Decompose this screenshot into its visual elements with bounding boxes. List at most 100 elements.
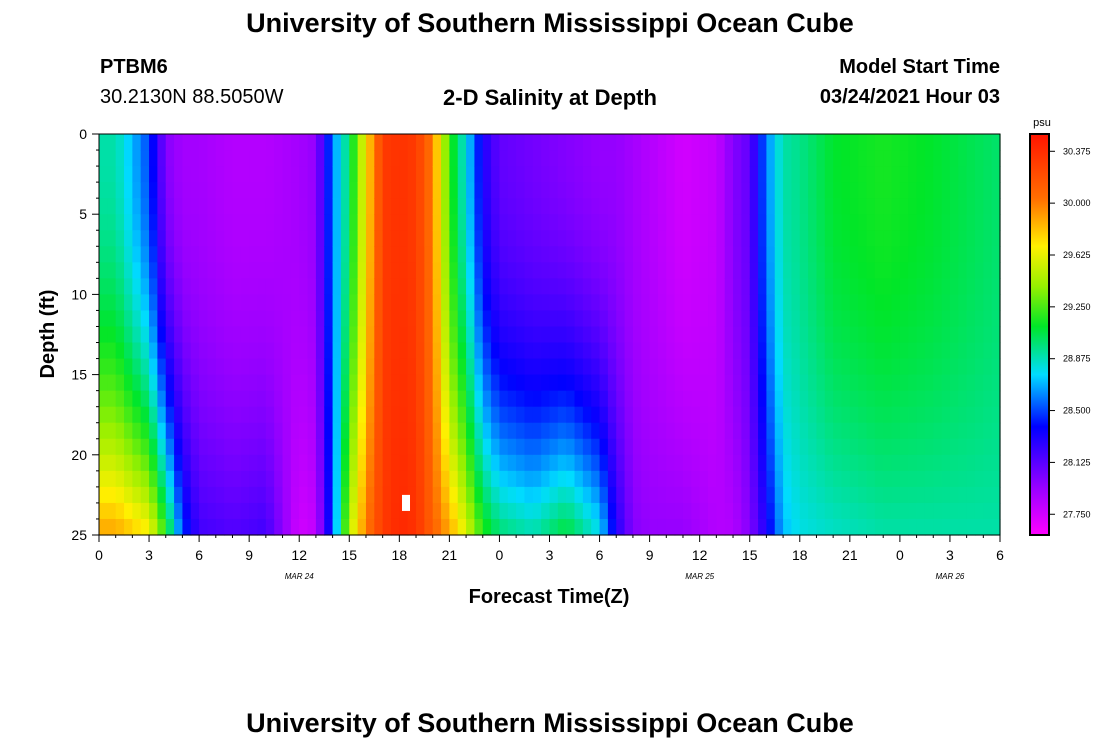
heatmap-cell	[649, 374, 659, 392]
heatmap-cell	[432, 438, 442, 456]
heatmap-cell	[249, 150, 259, 167]
heatmap-cell	[599, 454, 609, 472]
heatmap-cell	[374, 182, 384, 199]
heatmap-cell	[749, 310, 759, 328]
heatmap-cell	[541, 134, 551, 151]
heatmap-cell	[190, 470, 200, 488]
heatmap-cell	[507, 438, 517, 456]
heatmap-cell	[99, 342, 108, 360]
heatmap-cell	[124, 182, 133, 199]
heatmap-cell	[624, 198, 634, 215]
heatmap-cell	[799, 262, 809, 279]
heatmap-cell	[357, 166, 367, 183]
heatmap-cell	[374, 326, 384, 344]
heatmap-cell	[107, 150, 117, 167]
heatmap-cell	[324, 518, 334, 536]
heatmap-cell	[416, 166, 425, 183]
heatmap-cell	[115, 326, 125, 344]
heatmap-cell	[332, 422, 342, 440]
heatmap-cell	[165, 182, 175, 199]
heatmap-cell	[524, 438, 534, 456]
heatmap-cell	[599, 422, 609, 440]
heatmap-cell	[340, 342, 350, 360]
heatmap-cell	[357, 150, 367, 167]
heatmap-cell	[758, 214, 767, 231]
heatmap-cell	[758, 326, 767, 344]
heatmap-cell	[599, 278, 609, 295]
heatmap-cell	[449, 342, 459, 360]
heatmap-cell	[315, 150, 325, 167]
heatmap-cell	[299, 294, 309, 312]
heatmap-cell	[908, 486, 918, 504]
heatmap-cell	[466, 486, 476, 504]
heatmap-cell	[574, 438, 584, 456]
heatmap-cell	[474, 198, 484, 215]
heatmap-cell	[874, 390, 884, 408]
heatmap-cell	[991, 262, 1001, 279]
heatmap-cell	[249, 438, 259, 456]
model-start-time: 03/24/2021 Hour 03	[819, 86, 1000, 108]
heatmap-cell	[115, 246, 125, 263]
heatmap-cell	[532, 166, 542, 183]
heatmap-cell	[641, 310, 651, 328]
heatmap-cell	[524, 342, 534, 360]
heatmap-cell	[899, 438, 909, 456]
heatmap-cell	[132, 518, 142, 536]
heatmap-cell	[749, 390, 759, 408]
heatmap-cell	[933, 134, 943, 151]
heatmap-cell	[482, 294, 492, 312]
heatmap-cell	[215, 294, 225, 312]
heatmap-cell	[199, 230, 209, 247]
heatmap-cell	[816, 230, 826, 247]
heatmap-cell	[624, 486, 634, 504]
heatmap-cell	[858, 358, 868, 376]
heatmap-cell	[407, 134, 417, 151]
plot-title: 2-D Salinity at Depth	[443, 85, 657, 110]
heatmap-cell	[274, 294, 284, 312]
heatmap-cell	[474, 470, 484, 488]
heatmap-cell	[783, 246, 793, 263]
heatmap-cell	[974, 310, 984, 328]
heatmap-cell	[774, 278, 784, 295]
heatmap-cell	[99, 454, 108, 472]
heatmap-cell	[883, 454, 893, 472]
heatmap-cell	[507, 358, 517, 376]
heatmap-cell	[649, 486, 659, 504]
heatmap-cell	[265, 502, 275, 520]
heatmap-cell	[908, 214, 918, 231]
heatmap-cell	[699, 198, 709, 215]
heatmap-cell	[649, 214, 659, 231]
heatmap-cell	[124, 502, 133, 520]
heatmap-cell	[741, 502, 751, 520]
heatmap-cell	[232, 390, 242, 408]
heatmap-cell	[307, 230, 317, 247]
heatmap-cell	[632, 438, 642, 456]
heatmap-cell	[566, 198, 576, 215]
salinity-heatmap	[99, 134, 1001, 536]
heatmap-cell	[532, 134, 542, 151]
heatmap-cell	[891, 502, 901, 520]
heatmap-cell	[933, 326, 943, 344]
heatmap-cell	[274, 374, 284, 392]
heatmap-cell	[783, 134, 793, 151]
heatmap-cell	[624, 166, 634, 183]
heatmap-cell	[124, 262, 133, 279]
heatmap-cell	[290, 486, 300, 504]
heatmap-cell	[382, 518, 392, 536]
heatmap-cell	[566, 342, 576, 360]
heatmap-cell	[833, 310, 843, 328]
heatmap-cell	[624, 246, 634, 263]
heatmap-cell	[691, 278, 701, 295]
white-marker	[402, 494, 411, 511]
heatmap-cell	[265, 230, 275, 247]
heatmap-cell	[866, 406, 876, 424]
heatmap-cell	[99, 358, 108, 376]
heatmap-cell	[924, 502, 934, 520]
heatmap-cell	[282, 150, 292, 167]
heatmap-cell	[282, 374, 292, 392]
heatmap-cell	[374, 502, 384, 520]
heatmap-cell	[657, 198, 667, 215]
heatmap-cell	[958, 182, 968, 199]
heatmap-cell	[315, 182, 325, 199]
heatmap-cell	[808, 310, 818, 328]
